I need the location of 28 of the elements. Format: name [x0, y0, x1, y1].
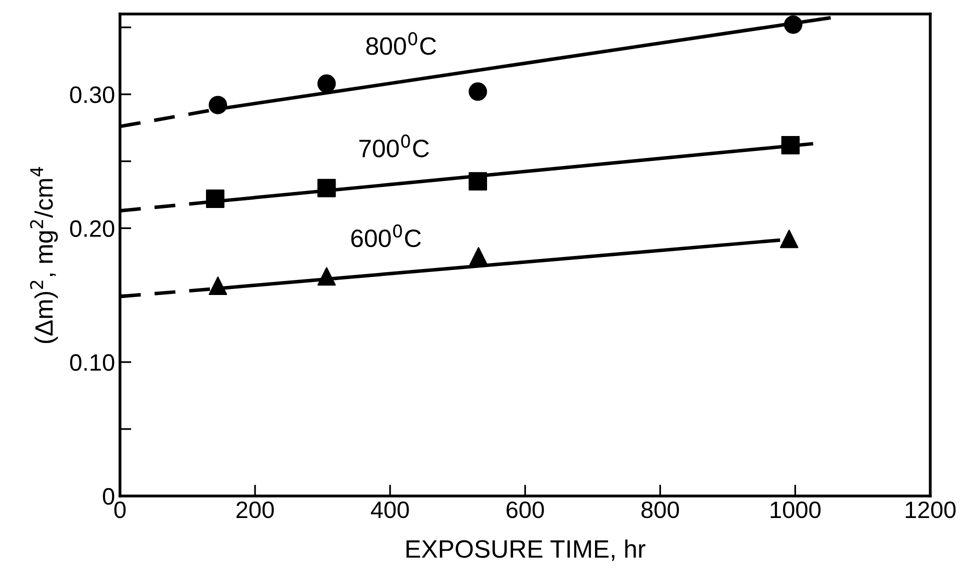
point: [208, 276, 228, 295]
point: [206, 190, 224, 208]
x-tick-label: 200: [236, 501, 274, 518]
x-tick-label: 400: [370, 501, 409, 518]
y-tick-label: 0: [102, 488, 114, 505]
x-axis-title: EXPOSURE TIME, hr: [406, 540, 646, 561]
point: [468, 172, 488, 191]
y-tick-label: 0.10: [70, 354, 114, 371]
x-tick-label: 0: [114, 501, 126, 518]
y-tick-label: 0.30: [70, 86, 114, 104]
x-tick-label: 800: [642, 501, 679, 518]
point: [317, 267, 336, 286]
x-tick-label: 1200: [906, 501, 956, 518]
point: [468, 82, 488, 101]
y-tick-label: 0.20: [70, 220, 114, 237]
x-tick-label: 600: [506, 501, 544, 518]
point: [317, 178, 336, 198]
point: [208, 96, 228, 114]
series-label: 700$^{0}$C: [359, 134, 429, 158]
x-tick-label: 1000: [770, 501, 821, 518]
point: [317, 74, 336, 93]
point: [469, 247, 488, 266]
series-label: 600$^{0}$C: [351, 224, 421, 248]
point: [784, 15, 802, 34]
series-label: 800$^{0}$C: [366, 32, 436, 55]
point: [781, 136, 800, 154]
y-axis-title: (Δm)$^{2}$, mg$^{2}$/cm$^{4}$: [30, 167, 58, 344]
point: [780, 230, 798, 248]
